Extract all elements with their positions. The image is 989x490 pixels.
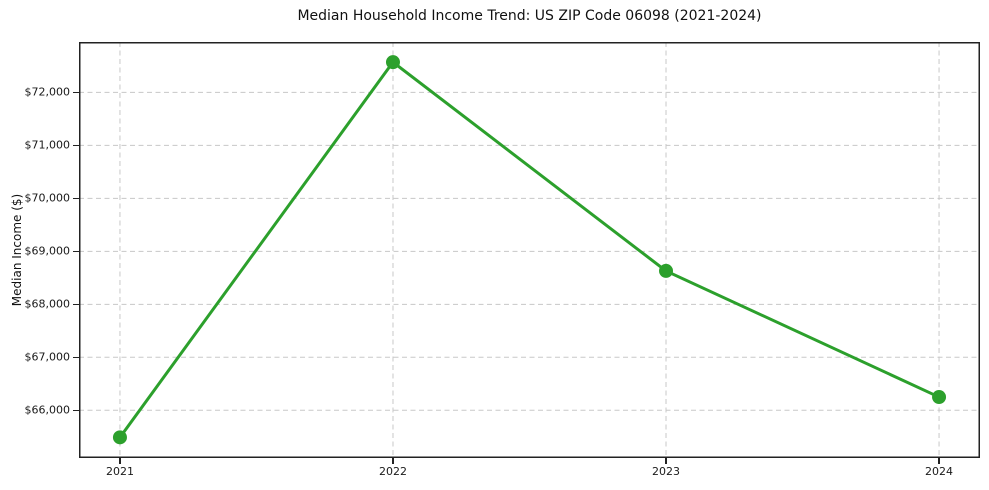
- data-point: [659, 263, 674, 278]
- line-chart-svg: [79, 42, 980, 458]
- x-tick-label: 2022: [378, 465, 407, 478]
- y-tick-mark: [73, 356, 79, 358]
- x-tick-mark: [392, 458, 394, 464]
- y-tick-mark: [73, 144, 79, 146]
- gridlines-group: [79, 42, 980, 458]
- data-point: [385, 55, 400, 70]
- chart-title: Median Household Income Trend: US ZIP Co…: [297, 8, 762, 24]
- x-tick-label: 2023: [652, 465, 680, 478]
- y-tick-mark: [73, 303, 79, 305]
- x-tick-mark: [938, 458, 940, 464]
- y-tick-label: $68,000: [24, 297, 71, 311]
- y-tick-mark: [73, 409, 79, 411]
- x-tick-mark: [119, 458, 121, 464]
- plot-area: [79, 42, 980, 458]
- y-tick-label: $70,000: [24, 191, 71, 205]
- y-tick-label: $69,000: [24, 244, 71, 258]
- y-tick-mark: [73, 91, 79, 93]
- y-tick-mark: [73, 197, 79, 199]
- y-tick-label: $66,000: [24, 403, 71, 417]
- data-point: [112, 430, 127, 445]
- x-tick-label: 2024: [925, 465, 954, 478]
- series-group: [112, 55, 947, 445]
- y-tick-label: $67,000: [24, 350, 71, 364]
- y-tick-label: $72,000: [24, 85, 71, 99]
- x-tick-mark: [665, 458, 667, 464]
- data-point: [932, 390, 947, 405]
- plot-border: [79, 42, 980, 458]
- y-tick-label: $71,000: [24, 138, 71, 152]
- x-tick-label: 2021: [105, 465, 134, 478]
- trend-line: [118, 60, 940, 439]
- y-tick-mark: [73, 250, 79, 252]
